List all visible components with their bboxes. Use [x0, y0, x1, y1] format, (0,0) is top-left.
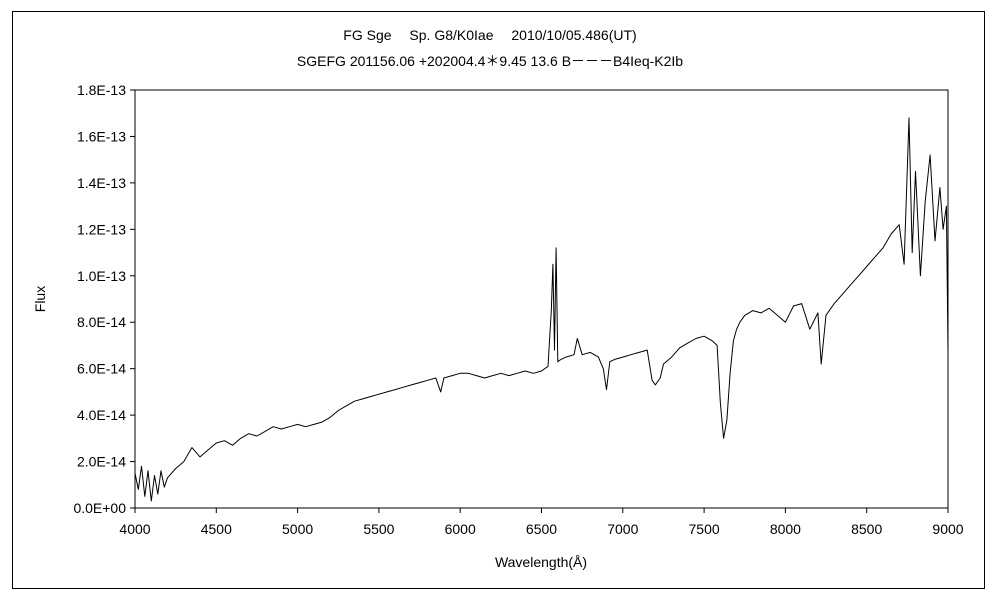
y-tick-label: 6.0E-14 [77, 361, 126, 377]
x-tick-label: 6500 [526, 521, 557, 537]
flux-spectrum-line [134, 117, 949, 502]
x-tick-label: 9000 [932, 521, 963, 537]
y-tick-label: 1.4E-13 [77, 175, 126, 191]
chart-frame [12, 11, 985, 589]
y-axis-label: Flux [32, 286, 48, 312]
chart-subtitle: SGEFG 201156.06 +202004.4＊9.45 13.6 B－－－… [297, 53, 683, 69]
chart-title: FG Sge Sp. G8/K0Iae 2010/10/05.486(UT) [343, 27, 636, 43]
x-tick-label: 6000 [445, 521, 476, 537]
x-axis-label: Wavelength(Å) [495, 554, 587, 570]
y-tick-label: 1.6E-13 [77, 128, 126, 144]
y-tick-label: 1.2E-13 [77, 221, 126, 237]
plot-area [134, 89, 949, 509]
x-axis: 4000 4500 5000 5500 6000 6500 7000 7500 8000 8500… [119, 508, 964, 537]
x-tick-label: 5000 [282, 521, 313, 537]
y-tick-label: 8.0E-14 [77, 314, 126, 330]
x-tick-label: 4500 [201, 521, 232, 537]
x-tick-label: 4000 [119, 521, 150, 537]
series-group [134, 117, 949, 502]
y-tick-label: 1.8E-13 [77, 82, 126, 98]
x-tick-label: 7500 [689, 521, 720, 537]
y-tick-label: 0.0E+00 [73, 500, 126, 516]
y-tick-label: 4.0E-14 [77, 407, 126, 423]
x-tick-label: 5500 [363, 521, 394, 537]
y-tick-label: 1.0E-13 [77, 268, 126, 284]
x-tick-label: 7000 [607, 521, 638, 537]
x-tick-label: 8500 [851, 521, 882, 537]
y-tick-label: 2.0E-14 [77, 454, 126, 470]
x-tick-label: 8000 [770, 521, 801, 537]
y-axis: 0.0E+00 2.0E-14 4.0E-14 6.0E-14 8.0E-14 1.0E-… [73, 82, 135, 516]
